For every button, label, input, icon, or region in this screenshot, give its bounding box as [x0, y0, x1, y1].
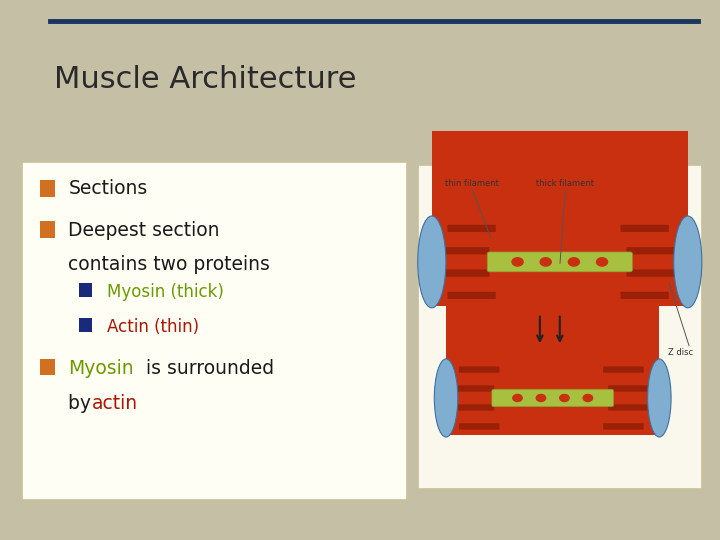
FancyBboxPatch shape [442, 281, 492, 288]
FancyBboxPatch shape [492, 389, 613, 407]
FancyBboxPatch shape [40, 180, 55, 197]
FancyBboxPatch shape [603, 423, 644, 429]
Text: by: by [68, 394, 97, 414]
FancyBboxPatch shape [606, 414, 648, 420]
FancyBboxPatch shape [621, 292, 669, 299]
Text: thin filament: thin filament [445, 179, 498, 188]
FancyBboxPatch shape [450, 404, 494, 410]
FancyBboxPatch shape [432, 131, 688, 306]
FancyBboxPatch shape [22, 162, 407, 500]
FancyBboxPatch shape [487, 252, 632, 272]
FancyBboxPatch shape [454, 376, 497, 382]
Text: Deepest section: Deepest section [68, 220, 220, 240]
FancyBboxPatch shape [454, 414, 497, 420]
Ellipse shape [418, 216, 446, 308]
FancyBboxPatch shape [446, 286, 660, 435]
FancyBboxPatch shape [436, 247, 490, 254]
Circle shape [568, 258, 580, 266]
Text: thick filament: thick filament [536, 179, 595, 188]
Circle shape [583, 394, 593, 402]
FancyBboxPatch shape [436, 269, 490, 276]
FancyBboxPatch shape [626, 269, 680, 276]
Text: Sections: Sections [68, 179, 148, 199]
FancyBboxPatch shape [624, 236, 674, 243]
FancyBboxPatch shape [608, 404, 652, 410]
FancyBboxPatch shape [629, 258, 685, 266]
Ellipse shape [434, 359, 458, 437]
Ellipse shape [674, 216, 702, 308]
FancyBboxPatch shape [621, 225, 669, 232]
FancyBboxPatch shape [603, 367, 644, 373]
Text: is surrounded: is surrounded [140, 359, 274, 378]
FancyBboxPatch shape [447, 225, 496, 232]
FancyBboxPatch shape [79, 319, 92, 332]
FancyBboxPatch shape [40, 359, 55, 375]
Text: Myosin (thick): Myosin (thick) [107, 283, 223, 301]
Circle shape [512, 258, 523, 266]
FancyBboxPatch shape [79, 284, 92, 297]
FancyBboxPatch shape [431, 258, 486, 266]
Ellipse shape [647, 359, 671, 437]
FancyBboxPatch shape [442, 236, 492, 243]
Circle shape [513, 394, 522, 402]
Circle shape [596, 258, 608, 266]
Circle shape [559, 394, 569, 402]
FancyBboxPatch shape [606, 376, 648, 382]
FancyBboxPatch shape [450, 386, 494, 392]
FancyBboxPatch shape [40, 221, 55, 238]
Text: Muscle Architecture: Muscle Architecture [54, 65, 356, 94]
FancyBboxPatch shape [459, 423, 500, 429]
Text: actin: actin [92, 394, 138, 414]
FancyBboxPatch shape [459, 367, 500, 373]
Text: Myosin: Myosin [68, 359, 134, 378]
FancyBboxPatch shape [626, 247, 680, 254]
FancyBboxPatch shape [447, 292, 496, 299]
FancyBboxPatch shape [445, 395, 492, 401]
Circle shape [536, 394, 546, 402]
FancyBboxPatch shape [611, 395, 657, 401]
FancyBboxPatch shape [418, 165, 702, 489]
FancyBboxPatch shape [608, 386, 652, 392]
FancyBboxPatch shape [624, 281, 674, 288]
Text: contains two proteins: contains two proteins [68, 255, 270, 274]
Circle shape [540, 258, 552, 266]
Text: Z disc: Z disc [668, 348, 693, 357]
Text: Actin (thin): Actin (thin) [107, 318, 199, 336]
